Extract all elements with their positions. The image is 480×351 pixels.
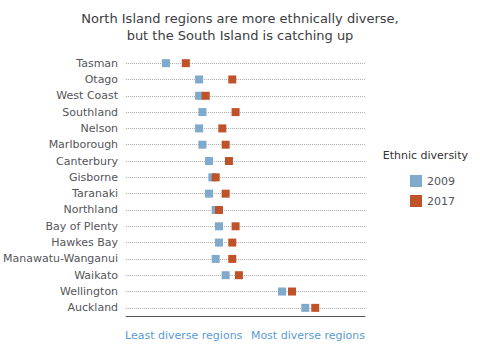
svg-text:Hawkes Bay: Hawkes Bay — [51, 236, 118, 249]
svg-text:Nelson: Nelson — [81, 122, 119, 135]
svg-text:Auckland: Auckland — [67, 301, 118, 314]
svg-text:North Island regions are more: North Island regions are more ethnically… — [81, 11, 398, 26]
svg-text:Wellington: Wellington — [60, 285, 118, 298]
svg-text:Bay of Plenty: Bay of Plenty — [45, 220, 118, 233]
svg-text:Least diverse regions: Least diverse regions — [125, 329, 243, 342]
svg-text:Manawatu-Wanganui: Manawatu-Wanganui — [3, 252, 118, 265]
svg-text:Canterbury: Canterbury — [56, 155, 118, 168]
svg-text:Southland: Southland — [62, 106, 118, 119]
svg-text:Gisborne: Gisborne — [69, 171, 118, 184]
svg-text:but the South Island is catchi: but the South Island is catching up — [127, 28, 354, 43]
svg-text:Marlborough: Marlborough — [49, 138, 118, 151]
svg-text:Otago: Otago — [85, 73, 119, 86]
svg-text:West Coast: West Coast — [56, 89, 118, 102]
svg-text:Ethnic diversity: Ethnic diversity — [383, 149, 469, 162]
svg-text:Northland: Northland — [64, 203, 119, 216]
svg-text:Most diverse regions: Most diverse regions — [251, 329, 365, 342]
svg-text:Taranaki: Taranaki — [71, 187, 118, 200]
svg-text:Waikato: Waikato — [74, 269, 118, 282]
svg-text:2017: 2017 — [427, 195, 455, 208]
svg-text:2009: 2009 — [427, 175, 455, 188]
svg-text:Tasman: Tasman — [75, 57, 118, 70]
